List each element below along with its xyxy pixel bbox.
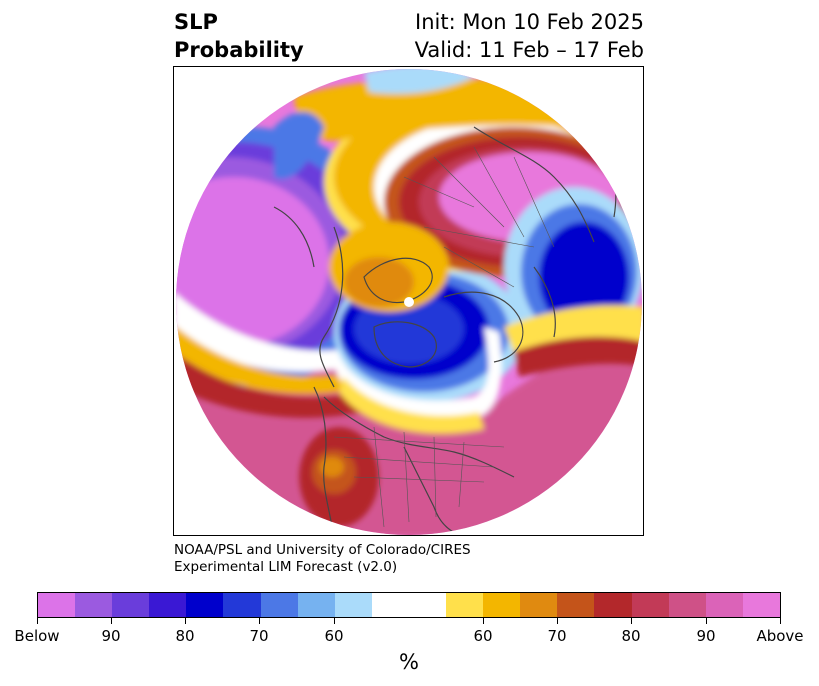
colorbar-tick-label: Above — [756, 627, 804, 645]
colorbar-segment — [742, 593, 780, 617]
title-line-1: SLP — [174, 10, 218, 34]
colorbar-tick — [780, 618, 781, 624]
colorbar-segment — [557, 593, 595, 617]
probability-map — [176, 69, 642, 535]
colorbar-segment — [631, 593, 669, 617]
colorbar-segment — [594, 593, 632, 617]
colorbar-segment — [446, 593, 484, 617]
borders — [333, 146, 555, 528]
colorbar-tick — [334, 618, 335, 624]
colorbar-segment — [371, 593, 447, 617]
credit-text: NOAA/PSL and University of Colorado/CIRE… — [174, 542, 471, 576]
colorbar-tick-label: 60 — [473, 627, 493, 645]
colorbar-tick — [483, 618, 484, 624]
colorbar-tick — [706, 618, 707, 624]
colorbar — [37, 592, 781, 618]
colorbar-tick — [111, 618, 112, 624]
colorbar-tick — [185, 618, 186, 624]
colorbar-segment — [223, 593, 261, 617]
credit-line-1: NOAA/PSL and University of Colorado/CIRE… — [174, 542, 471, 558]
colorbar-tick-label: 80 — [175, 627, 195, 645]
colorbar-segment — [75, 593, 113, 617]
probability-field — [176, 69, 642, 535]
colorbar-segment — [149, 593, 187, 617]
colorbar-segment — [668, 593, 706, 617]
colorbar-segment — [520, 593, 558, 617]
colorbar-segment — [483, 593, 521, 617]
colorbar-tick-label: 80 — [621, 627, 641, 645]
colorbar-tick — [557, 618, 558, 624]
colorbar-segment — [260, 593, 298, 617]
colorbar-tick-label: 90 — [696, 627, 716, 645]
colorbar-tick-label: 70 — [547, 627, 567, 645]
colorbar-unit: % — [399, 650, 419, 674]
colorbar-segment — [334, 593, 372, 617]
map-frame — [173, 66, 644, 536]
colorbar-tick — [631, 618, 632, 624]
colorbar-tick-label: 90 — [101, 627, 121, 645]
map-title: SLP Probability — [174, 8, 304, 64]
init-date: Init: Mon 10 Feb 2025 — [415, 10, 644, 34]
colorbar-segment — [112, 593, 150, 617]
colorbar-tick-label: 60 — [324, 627, 344, 645]
colorbar-tick — [259, 618, 260, 624]
colorbar-segment — [297, 593, 335, 617]
colorbar-segment — [705, 593, 743, 617]
colorbar-segment — [38, 593, 76, 617]
title-line-2: Probability — [174, 38, 304, 62]
north-pole-marker — [404, 297, 414, 307]
colorbar-tick — [37, 618, 38, 624]
colorbar-tick-label: 70 — [249, 627, 269, 645]
colorbar-segment — [186, 593, 224, 617]
valid-range: Valid: 11 Feb – 17 Feb — [414, 38, 644, 62]
credit-line-2: Experimental LIM Forecast (v2.0) — [174, 559, 398, 575]
forecast-dates: Init: Mon 10 Feb 2025 Valid: 11 Feb – 17… — [415, 8, 644, 64]
colorbar-tick-label: Below — [14, 627, 60, 645]
